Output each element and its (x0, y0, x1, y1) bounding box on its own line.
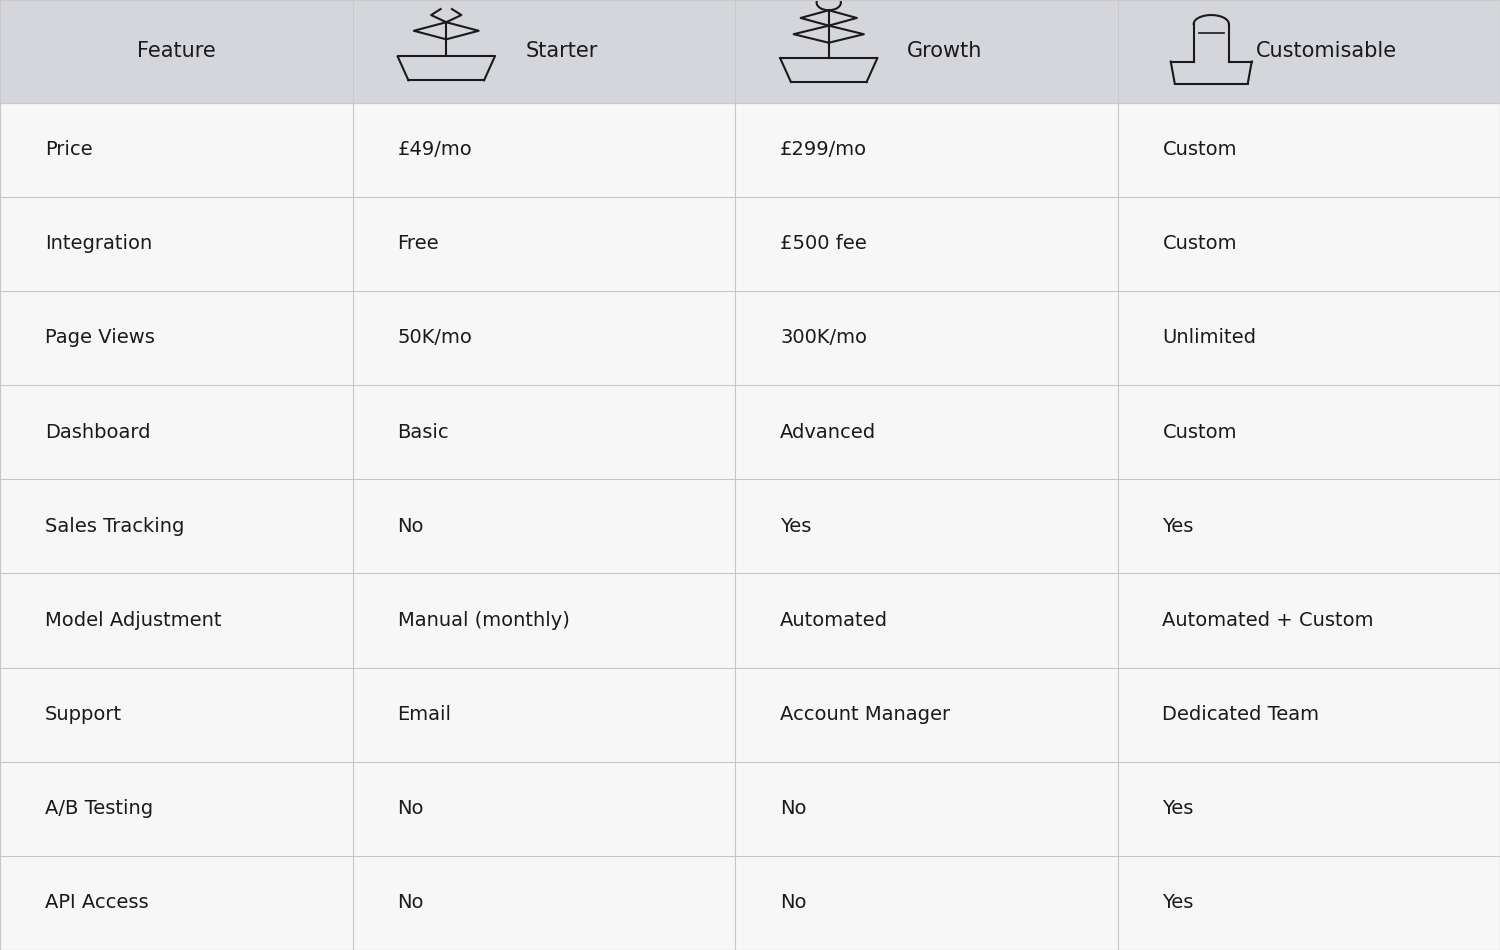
Bar (735, 762, 1118, 856)
Text: Page Views: Page Views (45, 329, 154, 348)
Bar (735, 479, 1118, 574)
Text: Automated + Custom: Automated + Custom (1162, 611, 1374, 630)
Bar (1118, 197, 1500, 291)
Text: Price: Price (45, 141, 93, 160)
Bar (735, 668, 1118, 762)
Text: Manual (monthly): Manual (monthly) (398, 611, 570, 630)
Text: Custom: Custom (1162, 423, 1238, 442)
Bar (1118, 668, 1500, 762)
Text: Feature: Feature (136, 41, 216, 62)
Text: Integration: Integration (45, 235, 153, 254)
Bar (735, 197, 1118, 291)
Text: Custom: Custom (1162, 141, 1238, 160)
Bar (0, 103, 352, 197)
Bar (0, 574, 352, 668)
Bar (0, 197, 352, 291)
Text: Account Manager: Account Manager (780, 705, 950, 724)
Bar (352, 291, 735, 385)
Text: No: No (780, 893, 807, 912)
Bar (352, 197, 735, 291)
Text: Custom: Custom (1162, 235, 1238, 254)
Bar (0, 479, 352, 574)
Bar (1118, 574, 1500, 668)
Bar (0, 668, 352, 762)
Bar (735, 103, 1118, 197)
Text: Dashboard: Dashboard (45, 423, 150, 442)
Text: No: No (780, 799, 807, 818)
Bar (352, 103, 735, 197)
Text: Yes: Yes (1162, 517, 1194, 536)
Text: Support: Support (45, 705, 122, 724)
Text: Basic: Basic (398, 423, 448, 442)
Bar (1118, 856, 1500, 950)
Bar (1118, 479, 1500, 574)
Bar (735, 291, 1118, 385)
Bar (1118, 762, 1500, 856)
Bar (352, 574, 735, 668)
Bar (735, 574, 1118, 668)
Text: £500 fee: £500 fee (780, 235, 867, 254)
Text: No: No (398, 517, 424, 536)
Bar (0, 0, 352, 103)
Text: Advanced: Advanced (780, 423, 876, 442)
Text: A/B Testing: A/B Testing (45, 799, 153, 818)
Text: 50K/mo: 50K/mo (398, 329, 472, 348)
Bar (735, 856, 1118, 950)
Bar (735, 385, 1118, 479)
Bar (0, 291, 352, 385)
Bar (352, 479, 735, 574)
Bar (352, 668, 735, 762)
Text: Yes: Yes (1162, 799, 1194, 818)
Text: Model Adjustment: Model Adjustment (45, 611, 222, 630)
Bar (1118, 0, 1500, 103)
Text: Growth: Growth (906, 41, 983, 62)
Text: Free: Free (398, 235, 439, 254)
Bar (0, 856, 352, 950)
Text: No: No (398, 799, 424, 818)
Bar (352, 856, 735, 950)
Bar (1118, 103, 1500, 197)
Text: Dedicated Team: Dedicated Team (1162, 705, 1320, 724)
Text: Customisable: Customisable (1256, 41, 1398, 62)
Text: £299/mo: £299/mo (780, 141, 867, 160)
Text: Email: Email (398, 705, 451, 724)
Bar (1118, 291, 1500, 385)
Bar (352, 0, 735, 103)
Text: Unlimited: Unlimited (1162, 329, 1257, 348)
Text: Automated: Automated (780, 611, 888, 630)
Text: API Access: API Access (45, 893, 148, 912)
Text: Starter: Starter (525, 41, 599, 62)
Text: Sales Tracking: Sales Tracking (45, 517, 184, 536)
Text: 300K/mo: 300K/mo (780, 329, 867, 348)
Text: Yes: Yes (1162, 893, 1194, 912)
Bar (0, 385, 352, 479)
Bar (352, 385, 735, 479)
Bar (735, 0, 1118, 103)
Bar (0, 762, 352, 856)
Text: £49/mo: £49/mo (398, 141, 472, 160)
Text: No: No (398, 893, 424, 912)
Text: Yes: Yes (780, 517, 812, 536)
Bar (1118, 385, 1500, 479)
Bar (352, 762, 735, 856)
